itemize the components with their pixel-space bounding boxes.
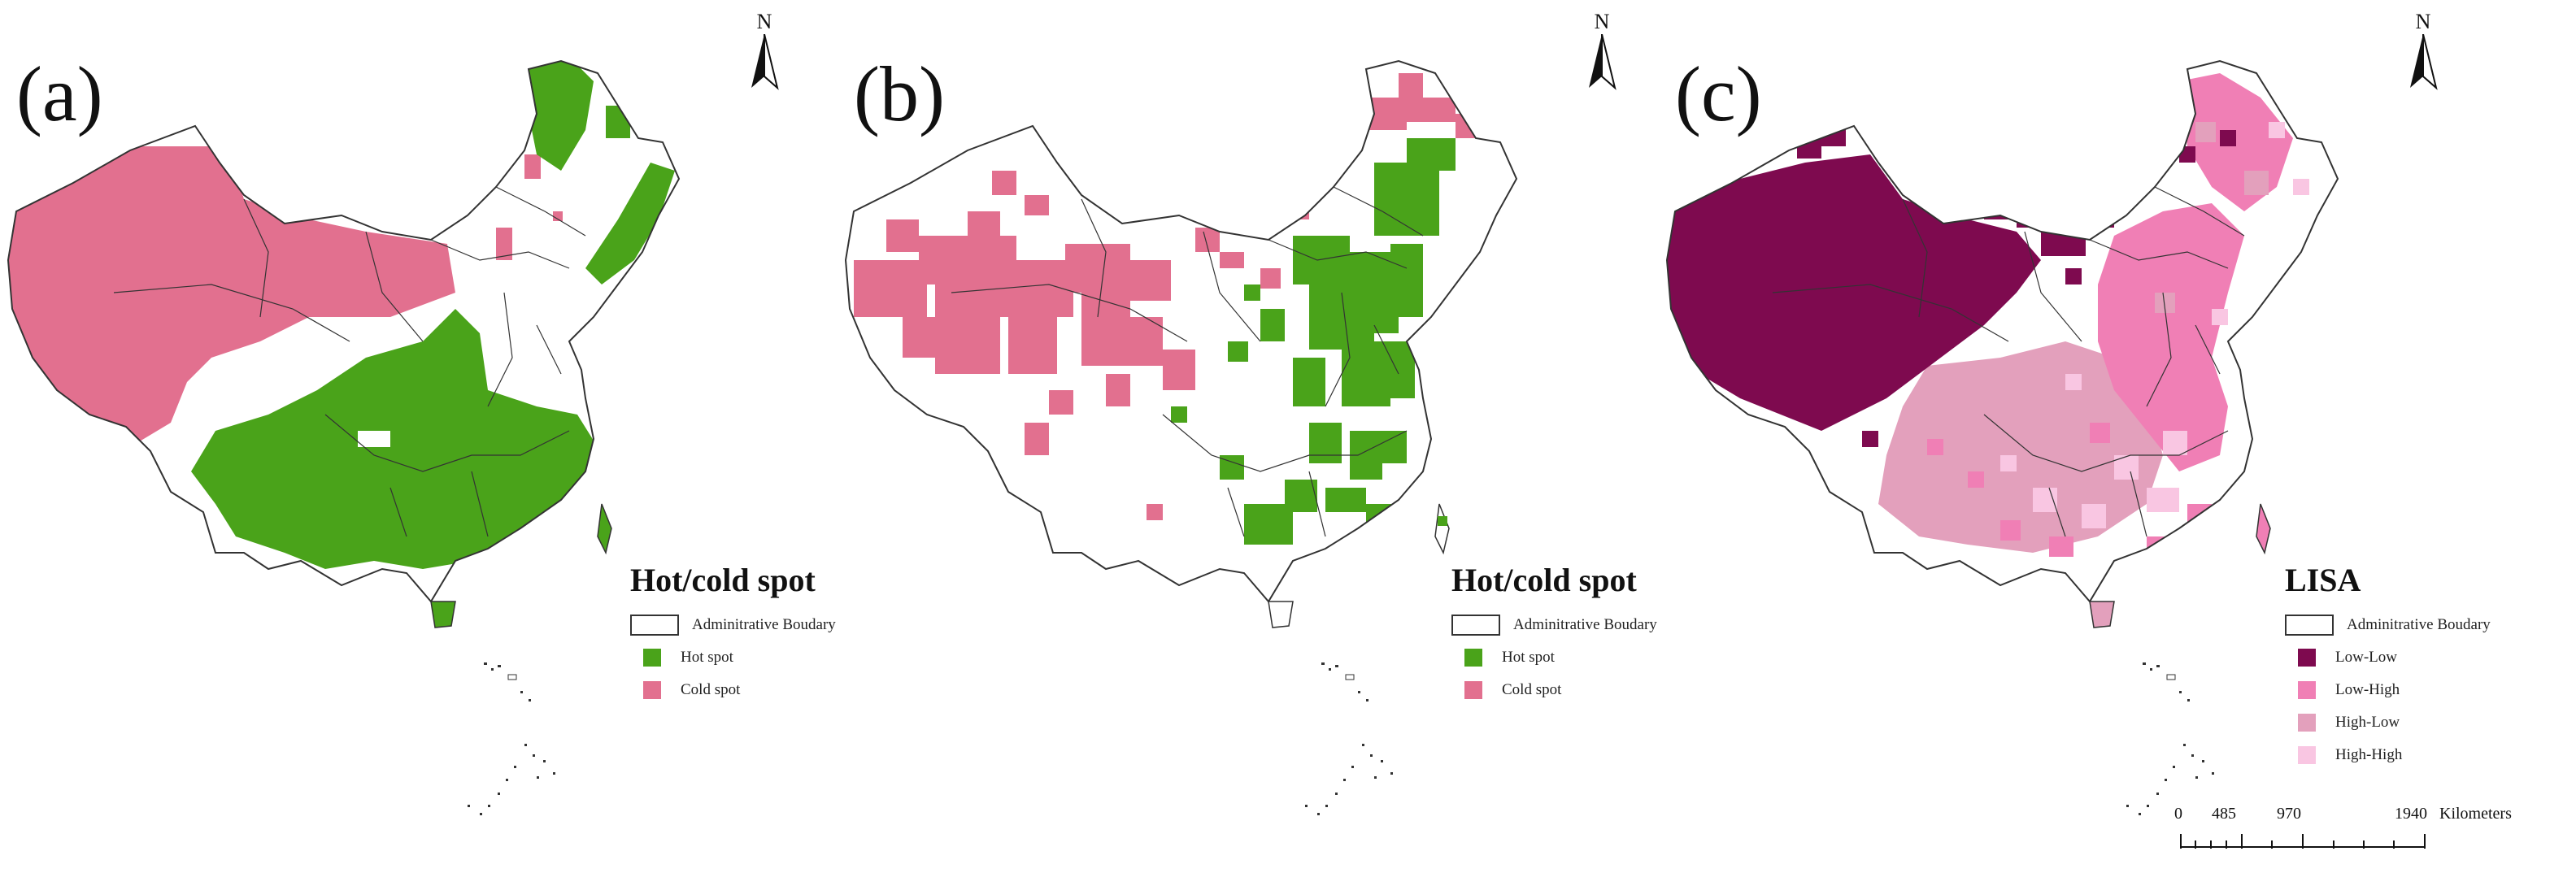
china-lisa-map-c <box>1666 60 2339 815</box>
legend-item-cold-spot: Cold spot <box>1451 674 1657 706</box>
legend-b: Hot/cold spot Adminitrative Boudary Hot … <box>1451 561 1657 706</box>
map-panel-b: (b) N <box>838 0 1683 873</box>
north-label: N <box>2415 10 2431 33</box>
legend-label: High-High <box>2335 746 2403 763</box>
north-label: N <box>756 10 772 33</box>
north-arrow-icon: N <box>2395 10 2452 99</box>
legend-label: Hot spot <box>681 649 733 666</box>
scale-bar-ruler <box>2180 834 2426 849</box>
legend-label: Cold spot <box>681 681 741 698</box>
legend-item-low-low: Low-Low <box>2285 641 2491 674</box>
scale-tick-label: 485 <box>2212 805 2236 823</box>
panel-label: (b) <box>854 50 945 137</box>
legend-item-cold-spot: Cold spot <box>630 674 836 706</box>
low-low-swatch <box>2298 649 2316 667</box>
boundary-swatch <box>630 615 679 636</box>
legend-label: Adminitrative Boudary <box>1513 616 1657 633</box>
legend-item-hot-spot: Hot spot <box>630 641 836 674</box>
scale-unit: Kilometers <box>2439 805 2512 823</box>
boundary-swatch <box>2285 615 2334 636</box>
scale-bar: 0 485 970 1940 Kilometers <box>2174 805 2561 862</box>
scale-tick-label: 0 <box>2174 805 2182 823</box>
high-high-swatch <box>2298 746 2316 764</box>
hot-spot-swatch <box>643 649 661 667</box>
legend-title: Hot/cold spot <box>630 562 816 598</box>
legend-item-boundary: Adminitrative Boudary <box>2285 609 2491 641</box>
legend-c: LISA Adminitrative Boudary Low-Low Low-H… <box>2285 561 2491 771</box>
cold-spot-swatch <box>1464 681 1482 699</box>
china-hotspot-map-b <box>845 60 1517 815</box>
scale-tick-label: 970 <box>2277 805 2301 823</box>
legend-item-boundary: Adminitrative Boudary <box>630 609 836 641</box>
north-arrow-icon: N <box>736 10 793 99</box>
low-high-swatch <box>2298 681 2316 699</box>
legend-title: Hot/cold spot <box>1451 562 1637 598</box>
legend-item-hot-spot: Hot spot <box>1451 641 1657 674</box>
legend-label: High-Low <box>2335 714 2400 731</box>
cold-spot-swatch <box>643 681 661 699</box>
legend-label: Low-Low <box>2335 649 2397 666</box>
legend-label: Low-High <box>2335 681 2400 698</box>
legend-a: Hot/cold spot Adminitrative Boudary Hot … <box>630 561 836 706</box>
north-label: N <box>1594 10 1610 33</box>
legend-label: Cold spot <box>1502 681 1562 698</box>
legend-label: Hot spot <box>1502 649 1555 666</box>
panel-label: (c) <box>1675 50 1762 137</box>
boundary-swatch <box>1451 615 1500 636</box>
scale-tick-label: 1940 <box>2395 805 2427 823</box>
hot-spot-swatch <box>1464 649 1482 667</box>
legend-label: Adminitrative Boudary <box>2347 616 2491 633</box>
legend-item-high-high: High-High <box>2285 739 2491 771</box>
map-panel-c: (c) N <box>1659 0 2504 873</box>
high-low-swatch <box>2298 714 2316 732</box>
legend-label: Adminitrative Boudary <box>692 616 836 633</box>
legend-item-low-high: Low-High <box>2285 674 2491 706</box>
panel-label: (a) <box>16 50 103 137</box>
legend-title: LISA <box>2285 562 2361 598</box>
legend-item-high-low: High-Low <box>2285 706 2491 739</box>
north-arrow-icon: N <box>1573 10 1630 99</box>
china-hotspot-map-a <box>7 60 680 815</box>
map-panel-a: (a) N <box>0 0 846 873</box>
legend-item-boundary: Adminitrative Boudary <box>1451 609 1657 641</box>
